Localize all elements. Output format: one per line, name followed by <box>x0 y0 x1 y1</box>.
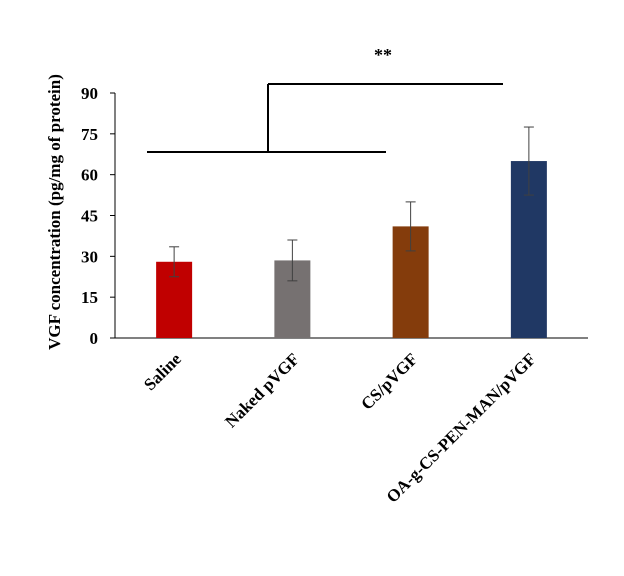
x-tick-label: Saline <box>140 349 185 394</box>
y-tick-label: 30 <box>81 247 98 266</box>
y-tick-label: 0 <box>90 329 99 348</box>
y-axis-label: VGF concentration (pg/mg of protein) <box>45 74 64 350</box>
y-tick-label: 15 <box>81 288 98 307</box>
y-tick-label: 75 <box>81 125 98 144</box>
y-axis-title: VGF concentration (pg/mg of protein) <box>45 74 64 350</box>
y-tick-label: 90 <box>81 84 98 103</box>
x-tick-label: Naked pVGF <box>221 349 303 431</box>
significance-label: ** <box>374 45 392 65</box>
significance-bracket: ** <box>147 45 503 153</box>
x-tick-label: CS/pVGF <box>357 349 421 413</box>
y-tick-label: 60 <box>81 166 98 185</box>
y-tick-label: 45 <box>81 207 98 226</box>
